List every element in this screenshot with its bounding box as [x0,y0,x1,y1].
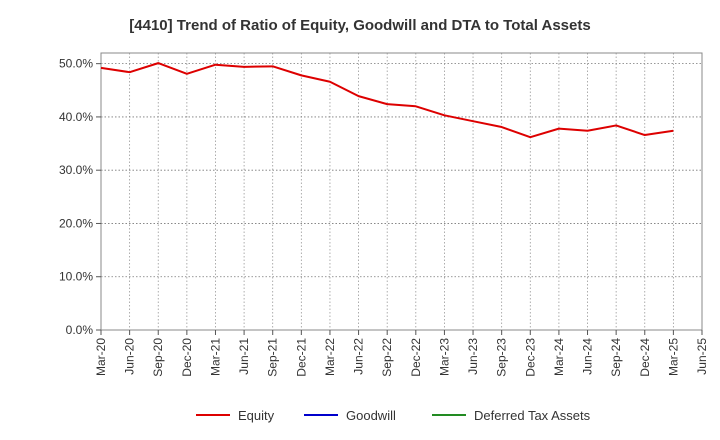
legend-label: Goodwill [346,408,396,423]
x-tick-label: Mar-23 [437,338,451,376]
x-tick-label: Sep-22 [380,338,394,377]
x-tick-label: Dec-21 [294,338,308,377]
chart-title: [4410] Trend of Ratio of Equity, Goodwil… [129,17,590,34]
x-tick-label: Sep-23 [495,338,509,377]
x-tick-label: Dec-22 [409,338,423,377]
legend-label: Equity [238,408,275,423]
x-tick-label: Jun-22 [352,338,366,375]
axes: 0.0% 10.0% 20.0% 30.0% 40.0% 50.0% Mar-20 Jun-2… [59,52,709,377]
x-tick-label: Dec-20 [180,338,194,377]
series [100,62,674,139]
x-tick-label: Dec-23 [523,338,537,377]
x-tick-label: Mar-21 [208,338,222,376]
x-tick-label: Mar-20 [94,338,108,376]
x-tick-label: Dec-24 [638,338,652,377]
x-tick-label: Mar-25 [666,338,680,376]
y-tick-label: 10.0% [59,270,93,284]
plot-frame [100,52,703,331]
legend-label: Deferred Tax Assets [474,408,591,423]
x-tick-label: Jun-20 [123,338,137,375]
x-tick-label: Jun-23 [466,338,480,375]
y-tick-label: 20.0% [59,216,93,230]
x-tick-label: Sep-21 [266,338,280,377]
x-tick-label: Mar-22 [323,338,337,376]
y-tick-label: 50.0% [59,57,93,71]
x-tick-label: Jun-21 [237,338,251,375]
x-tick-label: Mar-24 [552,338,566,376]
x-tick-label: Sep-20 [151,338,165,377]
series-line-equity [100,62,674,139]
y-tick-label: 30.0% [59,163,93,177]
grid [100,53,703,331]
y-tick-label: 0.0% [66,323,94,337]
y-tick-label: 40.0% [59,110,93,124]
x-tick-label: Jun-24 [581,338,595,375]
x-tick-label: Jun-25 [695,338,709,375]
legend: Equity Goodwill Deferred Tax Assets [196,408,591,423]
x-tick-label: Sep-24 [609,338,623,377]
